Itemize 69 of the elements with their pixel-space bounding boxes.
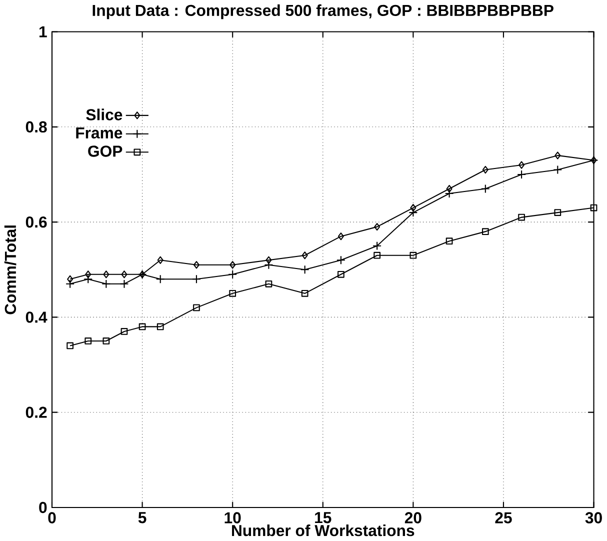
point [410, 204, 416, 212]
point [482, 228, 489, 236]
y-tick-label: 0.6 [26, 216, 47, 228]
point [264, 260, 274, 270]
point [121, 270, 128, 278]
point [229, 290, 236, 298]
point [554, 209, 562, 216]
point [193, 304, 200, 312]
point [446, 238, 453, 245]
point [338, 271, 344, 278]
point [300, 265, 310, 274]
chart-title: Input Data : Compressed 500 frames, GOP : BBIBBPBBPBBP [92, 4, 554, 20]
point [120, 280, 129, 289]
point [553, 165, 562, 174]
point [482, 166, 488, 174]
x-tick-label: 10 [224, 512, 241, 524]
point [84, 338, 92, 345]
point [265, 280, 272, 288]
point [228, 270, 238, 280]
point [480, 184, 490, 194]
legend-label: Slice [86, 108, 122, 121]
point [338, 232, 344, 240]
point [102, 338, 110, 345]
point [374, 252, 380, 259]
point [85, 270, 92, 278]
point [66, 342, 74, 350]
point [336, 256, 346, 265]
point [517, 170, 526, 180]
point [302, 252, 308, 260]
legend-label: Frame [76, 128, 122, 139]
y-tick-label: 0.4 [26, 312, 48, 324]
y-tick-label: 1 [40, 26, 47, 38]
x-tick-label: 15 [315, 512, 332, 524]
point [408, 208, 418, 218]
point [66, 280, 75, 289]
point [590, 204, 598, 212]
point [157, 256, 164, 264]
point [156, 323, 164, 330]
point [446, 185, 452, 193]
point [301, 290, 308, 298]
point [67, 276, 74, 284]
point [266, 256, 272, 264]
point [374, 223, 380, 231]
x-tick-label: 25 [495, 512, 512, 524]
point [372, 242, 382, 251]
point [120, 328, 128, 336]
point [410, 252, 417, 259]
point [518, 161, 525, 170]
y-axis-title: Comm/Total [4, 226, 16, 314]
x-axis-title: Number of Workstations [232, 524, 414, 536]
x-tick-label: 0 [48, 512, 56, 524]
y-tick-label: 0.2 [26, 406, 47, 418]
point [84, 274, 93, 284]
point [230, 261, 236, 269]
legend-label: GOP [88, 146, 122, 158]
point [444, 189, 454, 198]
point [192, 274, 201, 284]
point [138, 323, 146, 330]
point [554, 152, 561, 160]
x-tick-label: 30 [585, 512, 602, 524]
point [518, 214, 525, 221]
x-tick-label: 5 [138, 512, 146, 524]
y-tick-label: 0.8 [26, 122, 47, 133]
x-tick-label: 20 [404, 512, 422, 524]
point [156, 274, 165, 284]
y-tick-label: 0 [39, 502, 47, 514]
point [103, 270, 110, 278]
point [193, 261, 200, 269]
point [102, 280, 111, 289]
